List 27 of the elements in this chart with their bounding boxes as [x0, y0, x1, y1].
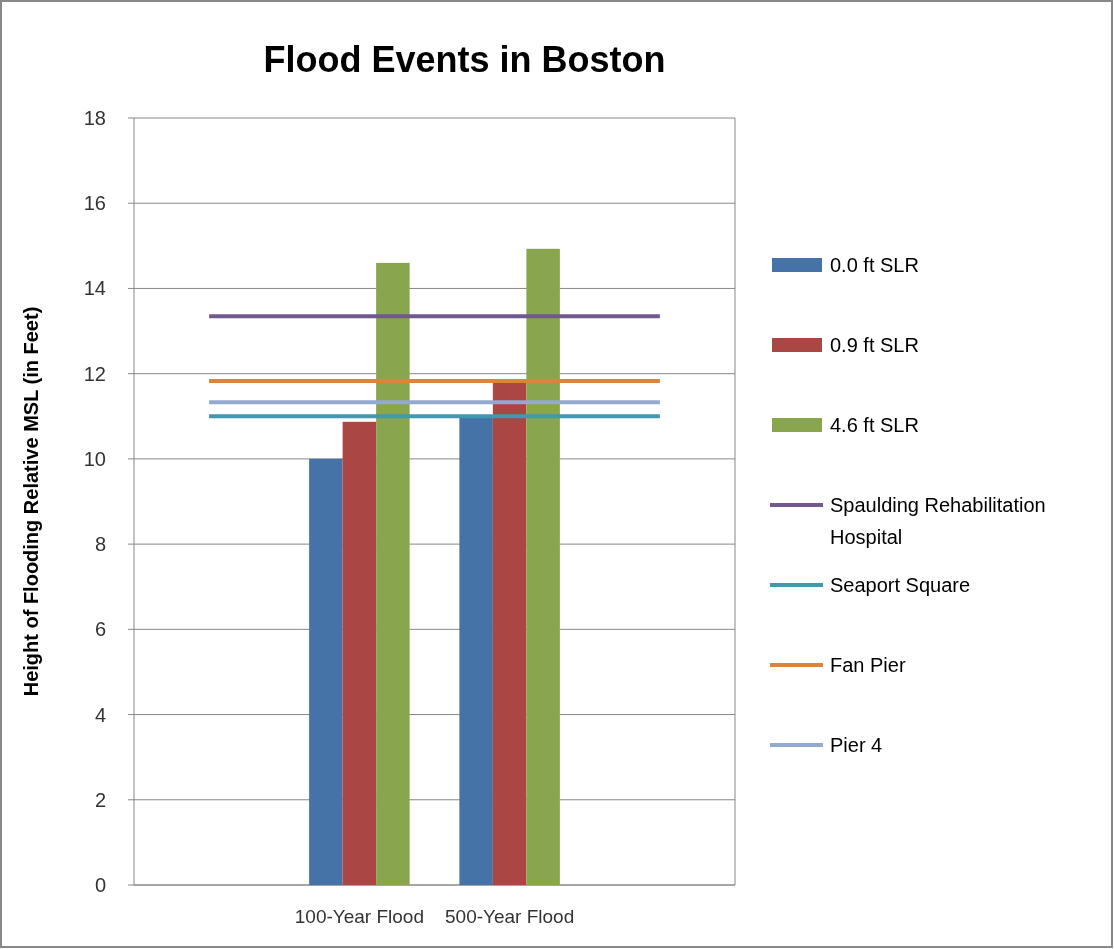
bar [526, 248, 560, 885]
legend-label: Seaport Square [830, 574, 971, 596]
y-tick-label: 8 [94, 533, 106, 556]
bar [309, 458, 343, 885]
chart-title: Flood Events in Boston [263, 39, 666, 80]
legend-label: Fan Pier [830, 654, 906, 676]
y-tick-label: 10 [83, 447, 106, 470]
y-tick-label: 18 [83, 107, 106, 129]
y-tick-label: 0 [94, 874, 106, 896]
legend-label: Spaulding Rehabilitation Hospital [830, 494, 1046, 548]
y-axis-title: Height of Flooding Relative MSL (in Feet) [20, 306, 42, 697]
bar [459, 416, 493, 885]
legend-label: 4.6 ft SLR [830, 414, 919, 436]
y-tick-label: 16 [83, 192, 106, 215]
y-tick-label: 6 [94, 618, 106, 641]
legend-label: Pier 4 [830, 734, 883, 756]
y-tick-label: 4 [94, 703, 106, 726]
y-tick-label: 2 [94, 788, 106, 811]
x-tick-label: 500-Year Flood [445, 906, 575, 927]
legend-label: 0.0 ft SLR [830, 254, 919, 276]
y-tick-label: 12 [83, 362, 106, 385]
x-tick-label: 100-Year Flood [294, 906, 424, 927]
bar [342, 421, 377, 885]
y-tick-label: 14 [83, 277, 106, 300]
bar [376, 262, 410, 885]
bar [492, 382, 527, 885]
legend-label: 0.9 ft SLR [830, 334, 919, 356]
